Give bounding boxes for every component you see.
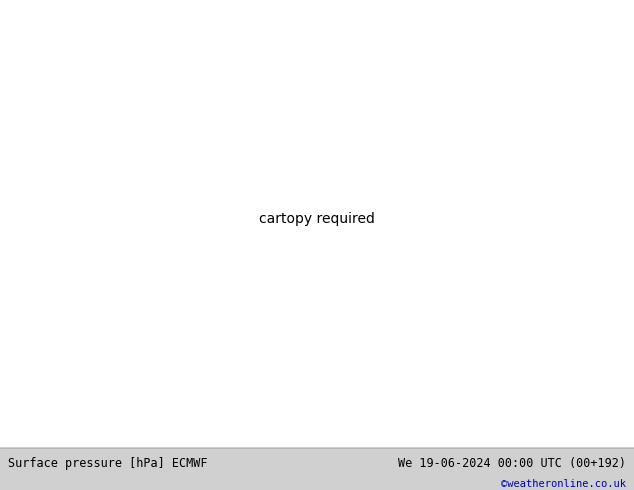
Text: ©weatheronline.co.uk: ©weatheronline.co.uk: [501, 479, 626, 489]
Text: Surface pressure [hPa] ECMWF: Surface pressure [hPa] ECMWF: [8, 457, 207, 470]
Text: We 19-06-2024 00:00 UTC (00+192): We 19-06-2024 00:00 UTC (00+192): [398, 457, 626, 470]
Text: cartopy required: cartopy required: [259, 213, 375, 226]
